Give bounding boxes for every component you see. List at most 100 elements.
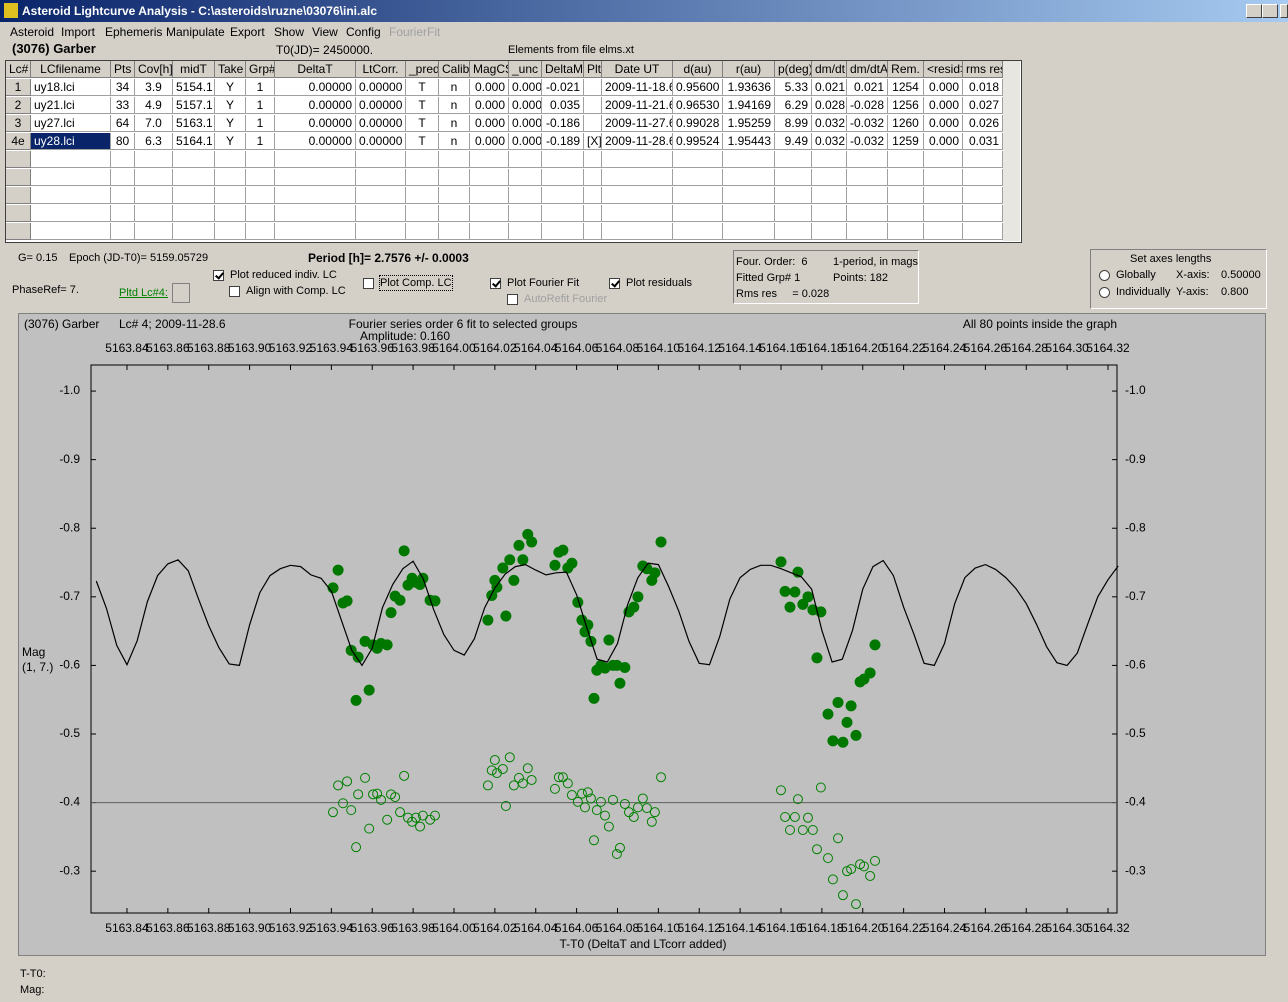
table-cell[interactable]: 2009-11-27.6 (602, 115, 673, 132)
row-header[interactable]: 2 (6, 97, 31, 114)
table-cell[interactable]: 1256 (888, 97, 924, 114)
plotted-lc-link[interactable]: Pltd Lc#4: (119, 287, 168, 299)
table-cell[interactable]: n (439, 79, 470, 96)
checkbox[interactable] (490, 278, 501, 289)
checkbox[interactable] (213, 270, 224, 281)
checkbox-label[interactable]: Plot residuals (626, 277, 693, 289)
table-cell[interactable]: 0.028 (812, 97, 847, 114)
checkbox-label[interactable]: Plot reduced indiv. LC (230, 269, 337, 281)
table-cell[interactable] (584, 115, 602, 132)
table-cell[interactable]: T (406, 97, 439, 114)
row-header[interactable]: 1 (6, 79, 31, 96)
menu-item[interactable]: Asteroid (10, 25, 55, 39)
table-cell[interactable]: n (439, 115, 470, 132)
table-cell[interactable]: 0.000 (509, 115, 542, 132)
checkbox-label[interactable]: Plot Comp. LC (379, 275, 453, 291)
table-cell[interactable]: 6.3 (135, 133, 173, 150)
table-cell[interactable]: 0.021 (812, 79, 847, 96)
table-cell[interactable]: 1.94169 (723, 97, 775, 114)
table-cell[interactable]: 0.000 (509, 133, 542, 150)
checkbox-label[interactable]: AutoRefit Fourier (524, 293, 608, 305)
table-cell[interactable]: 1259 (888, 133, 924, 150)
table-cell[interactable]: 0.018 (963, 79, 1003, 96)
table-cell[interactable]: 5163.1 (173, 115, 215, 132)
table-cell[interactable]: 2009-11-21.6 (602, 97, 673, 114)
table-cell[interactable]: 0.000 (470, 133, 509, 150)
table-cell[interactable]: 0.00000 (275, 79, 356, 96)
table-cell[interactable]: 64 (111, 115, 135, 132)
table-cell[interactable]: 4.9 (135, 97, 173, 114)
minimize-button[interactable] (1246, 4, 1262, 18)
radio-label[interactable]: Globally (1116, 269, 1156, 281)
table-cell[interactable]: 0.000 (509, 97, 542, 114)
table-cell[interactable]: [X] (584, 133, 602, 150)
table-cell[interactable]: uy21.lci (31, 97, 111, 114)
checkbox[interactable] (609, 278, 620, 289)
menu-item[interactable]: Import (61, 25, 96, 39)
table-cell[interactable]: Y (215, 115, 246, 132)
radio-globally[interactable] (1099, 270, 1110, 281)
table-cell[interactable]: Y (215, 133, 246, 150)
table-cell[interactable]: uy18.lci (31, 79, 111, 96)
table-cell[interactable]: -0.028 (847, 97, 888, 114)
table-cell[interactable]: 0.99028 (673, 115, 723, 132)
restore-button[interactable] (1262, 4, 1278, 18)
menu-item[interactable]: Config (346, 25, 381, 39)
menu-item[interactable]: View (312, 25, 338, 39)
table-cell[interactable]: 0.026 (963, 115, 1003, 132)
table-cell[interactable]: 1 (246, 133, 275, 150)
table-cell[interactable]: 5.33 (775, 79, 812, 96)
table-cell[interactable]: 0.95600 (673, 79, 723, 96)
table-cell[interactable]: -0.189 (542, 133, 584, 150)
lc-spinner[interactable] (172, 283, 190, 303)
table-cell[interactable]: 0.00000 (356, 133, 406, 150)
table-cell[interactable]: 80 (111, 133, 135, 150)
table-cell[interactable]: 5157.1 (173, 97, 215, 114)
table-cell[interactable]: n (439, 97, 470, 114)
table-cell[interactable]: 1.95259 (723, 115, 775, 132)
table-cell[interactable]: 0.000 (924, 133, 963, 150)
table-cell[interactable]: 1 (246, 79, 275, 96)
table-cell[interactable]: -0.021 (542, 79, 584, 96)
table-cell[interactable]: 0.000 (924, 115, 963, 132)
checkbox-label[interactable]: Align with Comp. LC (246, 285, 346, 297)
table-cell[interactable]: Y (215, 79, 246, 96)
menu-item[interactable]: Ephemeris (105, 25, 163, 39)
table-cell[interactable]: 0.00000 (275, 115, 356, 132)
checkbox-label[interactable]: Plot Fourier Fit (507, 277, 580, 289)
row-header[interactable]: 4e (6, 133, 31, 150)
table-cell[interactable]: 0.027 (963, 97, 1003, 114)
checkbox[interactable] (229, 286, 240, 297)
table-cell[interactable]: 1.93636 (723, 79, 775, 96)
table-cell[interactable]: 0.032 (812, 133, 847, 150)
table-cell[interactable]: 0.035 (542, 97, 584, 114)
table-cell[interactable]: 0.021 (847, 79, 888, 96)
close-button[interactable] (1280, 4, 1288, 18)
table-cell[interactable]: 34 (111, 79, 135, 96)
menu-item[interactable]: Show (274, 25, 305, 39)
checkbox[interactable] (363, 278, 374, 289)
table-cell[interactable]: 6.29 (775, 97, 812, 114)
table-cell[interactable]: Y (215, 97, 246, 114)
radio-label[interactable]: Individually (1116, 286, 1171, 298)
table-cell[interactable]: 0.000 (470, 79, 509, 96)
table-cell[interactable]: 7.0 (135, 115, 173, 132)
table-cell[interactable]: 0.031 (963, 133, 1003, 150)
table-cell[interactable]: -0.186 (542, 115, 584, 132)
table-cell[interactable]: 2009-11-18.6 (602, 79, 673, 96)
table-cell[interactable] (584, 79, 602, 96)
table-cell[interactable]: 9.49 (775, 133, 812, 150)
table-cell[interactable]: 5164.1 (173, 133, 215, 150)
table-cell[interactable]: uy28.lci (31, 133, 111, 150)
scrollbar[interactable] (1003, 61, 1020, 241)
table-cell[interactable]: 1254 (888, 79, 924, 96)
table-cell[interactable]: n (439, 133, 470, 150)
table-cell[interactable]: 1260 (888, 115, 924, 132)
table-cell[interactable]: 0.00000 (356, 79, 406, 96)
table-cell[interactable]: -0.032 (847, 133, 888, 150)
table-cell[interactable]: 0.000 (509, 79, 542, 96)
table-cell[interactable]: 8.99 (775, 115, 812, 132)
table-cell[interactable]: 0.000 (470, 97, 509, 114)
table-cell[interactable]: 33 (111, 97, 135, 114)
table-cell[interactable]: 1 (246, 97, 275, 114)
